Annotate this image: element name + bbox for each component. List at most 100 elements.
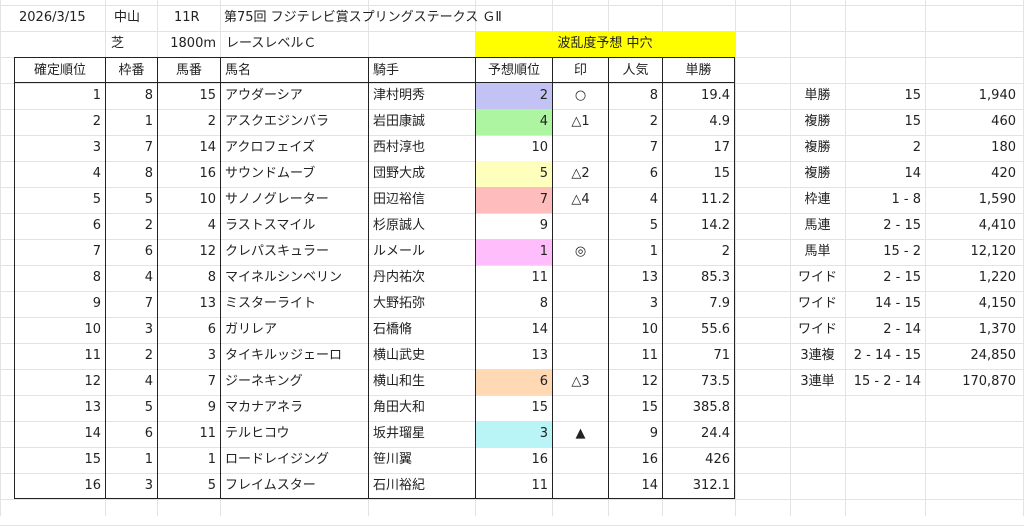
horse-name-cell[interactable]: ロードレイジング bbox=[220, 447, 368, 473]
number-cell[interactable]: 15 bbox=[157, 83, 220, 109]
popularity-cell[interactable]: 11 bbox=[608, 343, 662, 369]
payout-type[interactable]: 単勝 bbox=[804, 88, 831, 103]
predicted-rank-cell[interactable]: 4 bbox=[475, 109, 552, 135]
win-odds-cell[interactable]: 2 bbox=[662, 239, 735, 265]
rank-cell[interactable]: 11 bbox=[14, 343, 105, 369]
horse-name-cell[interactable]: クレパスキュラー bbox=[220, 239, 368, 265]
waku-cell[interactable]: 6 bbox=[105, 421, 157, 447]
payout-combo[interactable]: 2 - 15 bbox=[883, 270, 921, 285]
horse-name-cell[interactable]: フレイムスター bbox=[220, 473, 368, 499]
horse-name-cell[interactable]: ラストスマイル bbox=[220, 213, 368, 239]
win-odds-cell[interactable]: 24.4 bbox=[662, 421, 735, 447]
jockey-cell[interactable]: 坂井瑠星 bbox=[368, 421, 475, 447]
predicted-rank-cell[interactable]: 11 bbox=[475, 473, 552, 499]
popularity-cell[interactable]: 1 bbox=[608, 239, 662, 265]
rank-cell[interactable]: 7 bbox=[14, 239, 105, 265]
horse-name-cell[interactable]: ミスターライト bbox=[220, 291, 368, 317]
payout-amount[interactable]: 1,370 bbox=[978, 322, 1016, 337]
payout-type[interactable]: 3連単 bbox=[800, 374, 835, 389]
win-odds-cell[interactable]: 73.5 bbox=[662, 369, 735, 395]
rank-cell[interactable]: 1 bbox=[14, 83, 105, 109]
popularity-cell[interactable]: 16 bbox=[608, 447, 662, 473]
payout-amount[interactable]: 12,120 bbox=[970, 244, 1017, 259]
horse-name-cell[interactable]: マイネルシンベリン bbox=[220, 265, 368, 291]
popularity-cell[interactable]: 4 bbox=[608, 187, 662, 213]
column-header-horse[interactable]: 馬名 bbox=[220, 57, 368, 83]
popularity-cell[interactable]: 15 bbox=[608, 395, 662, 421]
jockey-cell[interactable]: 横山武史 bbox=[368, 343, 475, 369]
payout-combo[interactable]: 15 bbox=[904, 114, 921, 129]
waku-cell[interactable]: 5 bbox=[105, 395, 157, 421]
mark-cell[interactable]: △3 bbox=[552, 369, 608, 395]
rank-cell[interactable]: 14 bbox=[14, 421, 105, 447]
jockey-cell[interactable]: 杉原誠人 bbox=[368, 213, 475, 239]
predicted-rank-cell[interactable]: 16 bbox=[475, 447, 552, 473]
column-header-odds[interactable]: 単勝 bbox=[662, 57, 735, 83]
waku-cell[interactable]: 6 bbox=[105, 239, 157, 265]
mark-cell[interactable]: △4 bbox=[552, 187, 608, 213]
horse-name-cell[interactable]: マカナアネラ bbox=[220, 395, 368, 421]
horse-name-cell[interactable]: アウダーシア bbox=[220, 83, 368, 109]
number-cell[interactable]: 6 bbox=[157, 317, 220, 343]
jockey-cell[interactable]: 津村明秀 bbox=[368, 83, 475, 109]
payout-combo[interactable]: 15 bbox=[904, 88, 921, 103]
horse-name-cell[interactable]: テルヒコウ bbox=[220, 421, 368, 447]
race-level[interactable]: レースレベルＣ bbox=[226, 36, 317, 51]
number-cell[interactable]: 5 bbox=[157, 473, 220, 499]
predicted-rank-cell[interactable]: 13 bbox=[475, 343, 552, 369]
number-cell[interactable]: 12 bbox=[157, 239, 220, 265]
win-odds-cell[interactable]: 19.4 bbox=[662, 83, 735, 109]
rank-cell[interactable]: 9 bbox=[14, 291, 105, 317]
popularity-cell[interactable]: 5 bbox=[608, 213, 662, 239]
popularity-cell[interactable]: 10 bbox=[608, 317, 662, 343]
horse-name-cell[interactable]: タイキルッジェーロ bbox=[220, 343, 368, 369]
number-cell[interactable]: 14 bbox=[157, 135, 220, 161]
mark-cell[interactable] bbox=[552, 447, 608, 473]
jockey-cell[interactable]: 大野拓弥 bbox=[368, 291, 475, 317]
payout-type[interactable]: ワイド bbox=[797, 322, 837, 337]
predicted-rank-cell[interactable]: 7 bbox=[475, 187, 552, 213]
column-header-num[interactable]: 馬番 bbox=[157, 57, 220, 83]
waku-cell[interactable]: 1 bbox=[105, 447, 157, 473]
predicted-rank-cell[interactable]: 14 bbox=[475, 317, 552, 343]
number-cell[interactable]: 16 bbox=[157, 161, 220, 187]
payout-amount[interactable]: 420 bbox=[991, 166, 1016, 181]
payout-amount[interactable]: 170,870 bbox=[962, 374, 1016, 389]
payout-combo[interactable]: 2 - 14 bbox=[883, 322, 921, 337]
waku-cell[interactable]: 7 bbox=[105, 291, 157, 317]
rank-cell[interactable]: 16 bbox=[14, 473, 105, 499]
waku-cell[interactable]: 3 bbox=[105, 473, 157, 499]
rank-cell[interactable]: 5 bbox=[14, 187, 105, 213]
win-odds-cell[interactable]: 14.2 bbox=[662, 213, 735, 239]
waku-cell[interactable]: 3 bbox=[105, 317, 157, 343]
column-header-pop[interactable]: 人気 bbox=[608, 57, 662, 83]
payout-combo[interactable]: 1 - 8 bbox=[891, 192, 922, 207]
waku-cell[interactable]: 5 bbox=[105, 187, 157, 213]
win-odds-cell[interactable]: 85.3 bbox=[662, 265, 735, 291]
mark-cell[interactable] bbox=[552, 343, 608, 369]
number-cell[interactable]: 10 bbox=[157, 187, 220, 213]
column-header-waku[interactable]: 枠番 bbox=[105, 57, 157, 83]
waku-cell[interactable]: 4 bbox=[105, 369, 157, 395]
column-header-mark[interactable]: 印 bbox=[552, 57, 608, 83]
popularity-cell[interactable]: 3 bbox=[608, 291, 662, 317]
win-odds-cell[interactable]: 15 bbox=[662, 161, 735, 187]
horse-name-cell[interactable]: サウンドムーブ bbox=[220, 161, 368, 187]
waku-cell[interactable]: 8 bbox=[105, 161, 157, 187]
payout-type[interactable]: 馬連 bbox=[804, 218, 831, 233]
win-odds-cell[interactable]: 55.6 bbox=[662, 317, 735, 343]
payout-combo[interactable]: 15 - 2 - 14 bbox=[853, 374, 921, 389]
number-cell[interactable]: 7 bbox=[157, 369, 220, 395]
win-odds-cell[interactable]: 4.9 bbox=[662, 109, 735, 135]
rank-cell[interactable]: 2 bbox=[14, 109, 105, 135]
race-venue[interactable]: 中山 bbox=[114, 10, 141, 25]
waku-cell[interactable]: 4 bbox=[105, 265, 157, 291]
predicted-rank-cell[interactable]: 1 bbox=[475, 239, 552, 265]
mark-cell[interactable]: ◎ bbox=[552, 239, 608, 265]
number-cell[interactable]: 13 bbox=[157, 291, 220, 317]
horse-name-cell[interactable]: ガリレア bbox=[220, 317, 368, 343]
waku-cell[interactable]: 2 bbox=[105, 213, 157, 239]
popularity-cell[interactable]: 14 bbox=[608, 473, 662, 499]
payout-combo[interactable]: 14 - 15 bbox=[874, 296, 921, 311]
rank-cell[interactable]: 8 bbox=[14, 265, 105, 291]
